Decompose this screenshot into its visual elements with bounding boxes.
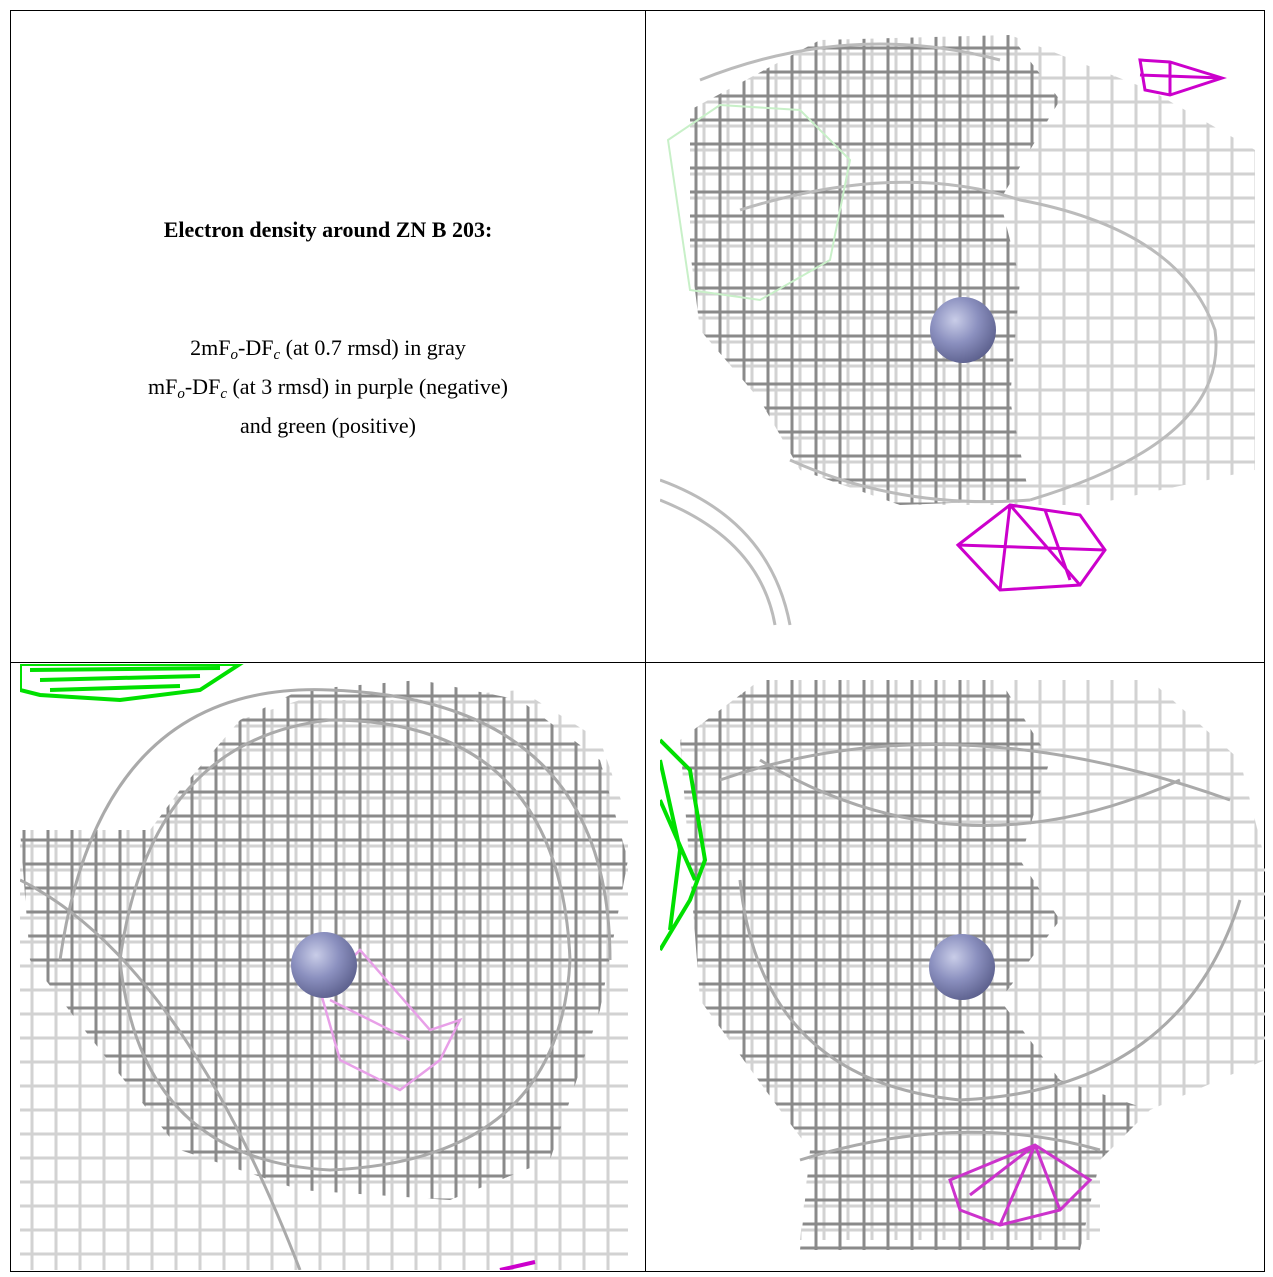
legend-line: 2mFo-DFc (at 0.7 rmsd) in gray	[12, 332, 644, 371]
subscript: o	[177, 386, 185, 402]
legend-text-part: mF	[148, 374, 178, 399]
density-view-3	[660, 680, 1265, 1250]
subscript: o	[230, 347, 239, 363]
legend-text-part: (at 3 rmsd) in purple (negative)	[226, 374, 508, 399]
legend-text: 2mFo-DFc (at 0.7 rmsd) in gray mFo-DFc (a…	[12, 332, 644, 442]
legend-text-part: -DF	[238, 335, 274, 360]
legend-text-part: -DF	[184, 374, 221, 399]
legend-text-part: 2mF	[190, 335, 231, 360]
subscript: c	[220, 386, 227, 402]
legend-text-part: (at 0.7 rmsd) in gray	[280, 335, 466, 360]
legend-line: mFo-DFc (at 3 rmsd) in purple (negative)	[12, 371, 644, 410]
caption-title: Electron density around ZN B 203:	[163, 217, 493, 242]
legend-text-part: and green (positive)	[240, 413, 416, 438]
caption: Electron density around ZN B 203: 2mFo-D…	[12, 12, 644, 662]
subscript: c	[273, 347, 281, 363]
table-lines	[10, 10, 1265, 1272]
legend-line: and green (positive)	[12, 410, 644, 442]
density-view-2	[20, 664, 628, 1270]
density-view-1	[660, 35, 1255, 626]
